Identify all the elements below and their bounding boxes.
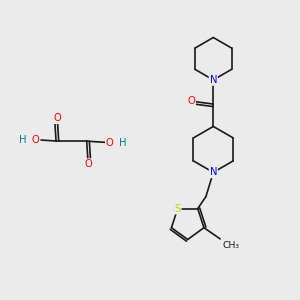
Text: H: H: [119, 138, 127, 148]
Text: N: N: [210, 75, 217, 85]
Text: CH₃: CH₃: [223, 241, 239, 250]
Text: S: S: [175, 204, 181, 214]
Text: H: H: [19, 135, 26, 145]
Text: O: O: [84, 159, 92, 169]
Text: O: O: [53, 113, 61, 123]
Text: N: N: [210, 167, 217, 177]
Text: O: O: [32, 135, 40, 145]
Text: O: O: [187, 96, 195, 106]
Text: O: O: [106, 138, 113, 148]
